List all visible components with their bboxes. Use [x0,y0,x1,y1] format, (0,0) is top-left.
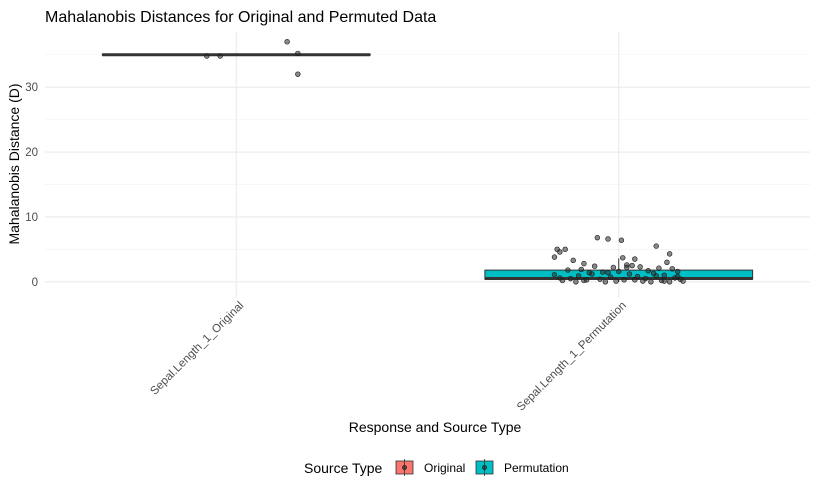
data-point [204,53,210,59]
data-point [661,272,667,278]
data-point [570,257,576,264]
data-point [613,278,619,284]
grid [45,32,810,298]
data-point [648,279,654,285]
data-point [284,39,290,45]
data-point [295,71,301,77]
data-points [204,39,686,285]
x-axis-title: Response and Source Type [349,419,522,435]
data-point [581,277,587,284]
legend-title: Source Type [304,460,383,476]
chart-title: Mahalanobis Distances for Original and P… [45,9,436,26]
data-point [661,278,667,284]
data-point [551,271,558,278]
data-point [565,267,571,273]
data-point [557,249,563,255]
y-axis-ticks: 0 10 20 30 [25,82,38,289]
data-point [624,264,630,271]
data-point [551,254,558,260]
data-point [629,262,635,269]
legend-label: Permutation [504,461,569,475]
data-point [653,243,659,249]
data-point [621,277,627,283]
y-tick-label: 0 [32,277,38,289]
y-tick-label: 20 [25,147,38,159]
data-point [602,279,609,285]
data-point [637,264,643,270]
data-point [645,268,651,274]
legend-key-point [401,464,408,471]
data-point [664,259,670,266]
legend-entries: Original Permutation [395,459,569,476]
data-point [656,265,662,271]
data-point [217,53,223,59]
data-point [608,274,614,280]
x-axis-ticks: Sepal.Length_1_Original Sepal.Length_1_Pe… [148,300,629,414]
data-point [666,251,673,257]
data-point [295,50,301,57]
data-point [674,273,681,280]
data-point [562,246,568,253]
data-point [594,234,601,241]
x-tick-label: Sepal.Length_1_Permutation [515,300,629,414]
data-point [573,279,579,285]
data-point [591,263,598,269]
data-point [632,277,638,283]
y-tick-label: 10 [25,212,38,224]
data-point [589,271,595,277]
data-point [610,264,617,271]
data-point [618,237,625,243]
data-point [653,273,659,279]
legend-label: Original [424,461,465,475]
data-point [605,269,611,276]
data-point [626,271,633,277]
data-point [599,269,606,275]
legend-key-point [481,464,488,471]
plot-panel [45,32,810,298]
legend-entry-original: Original [395,459,465,476]
data-point [680,278,686,284]
legend: Source Type Original Permutation [304,459,569,476]
data-point [632,256,638,262]
data-point [575,273,582,279]
data-point [567,275,574,282]
data-point [557,275,563,281]
data-point [605,236,611,242]
data-point [578,266,584,273]
data-point [640,278,646,284]
data-point [581,260,587,267]
data-point [674,268,681,275]
data-point [616,268,622,275]
x-tick-label: Sepal.Length_1_Original [148,300,246,398]
y-axis-title: Mahalanobis Distance (D) [6,83,22,244]
data-point [666,279,673,285]
y-tick-label: 30 [25,82,38,94]
data-point [620,255,626,261]
data-point [669,266,675,272]
legend-entry-permutation: Permutation [475,459,569,476]
boxes [101,53,754,282]
data-point [597,276,603,282]
